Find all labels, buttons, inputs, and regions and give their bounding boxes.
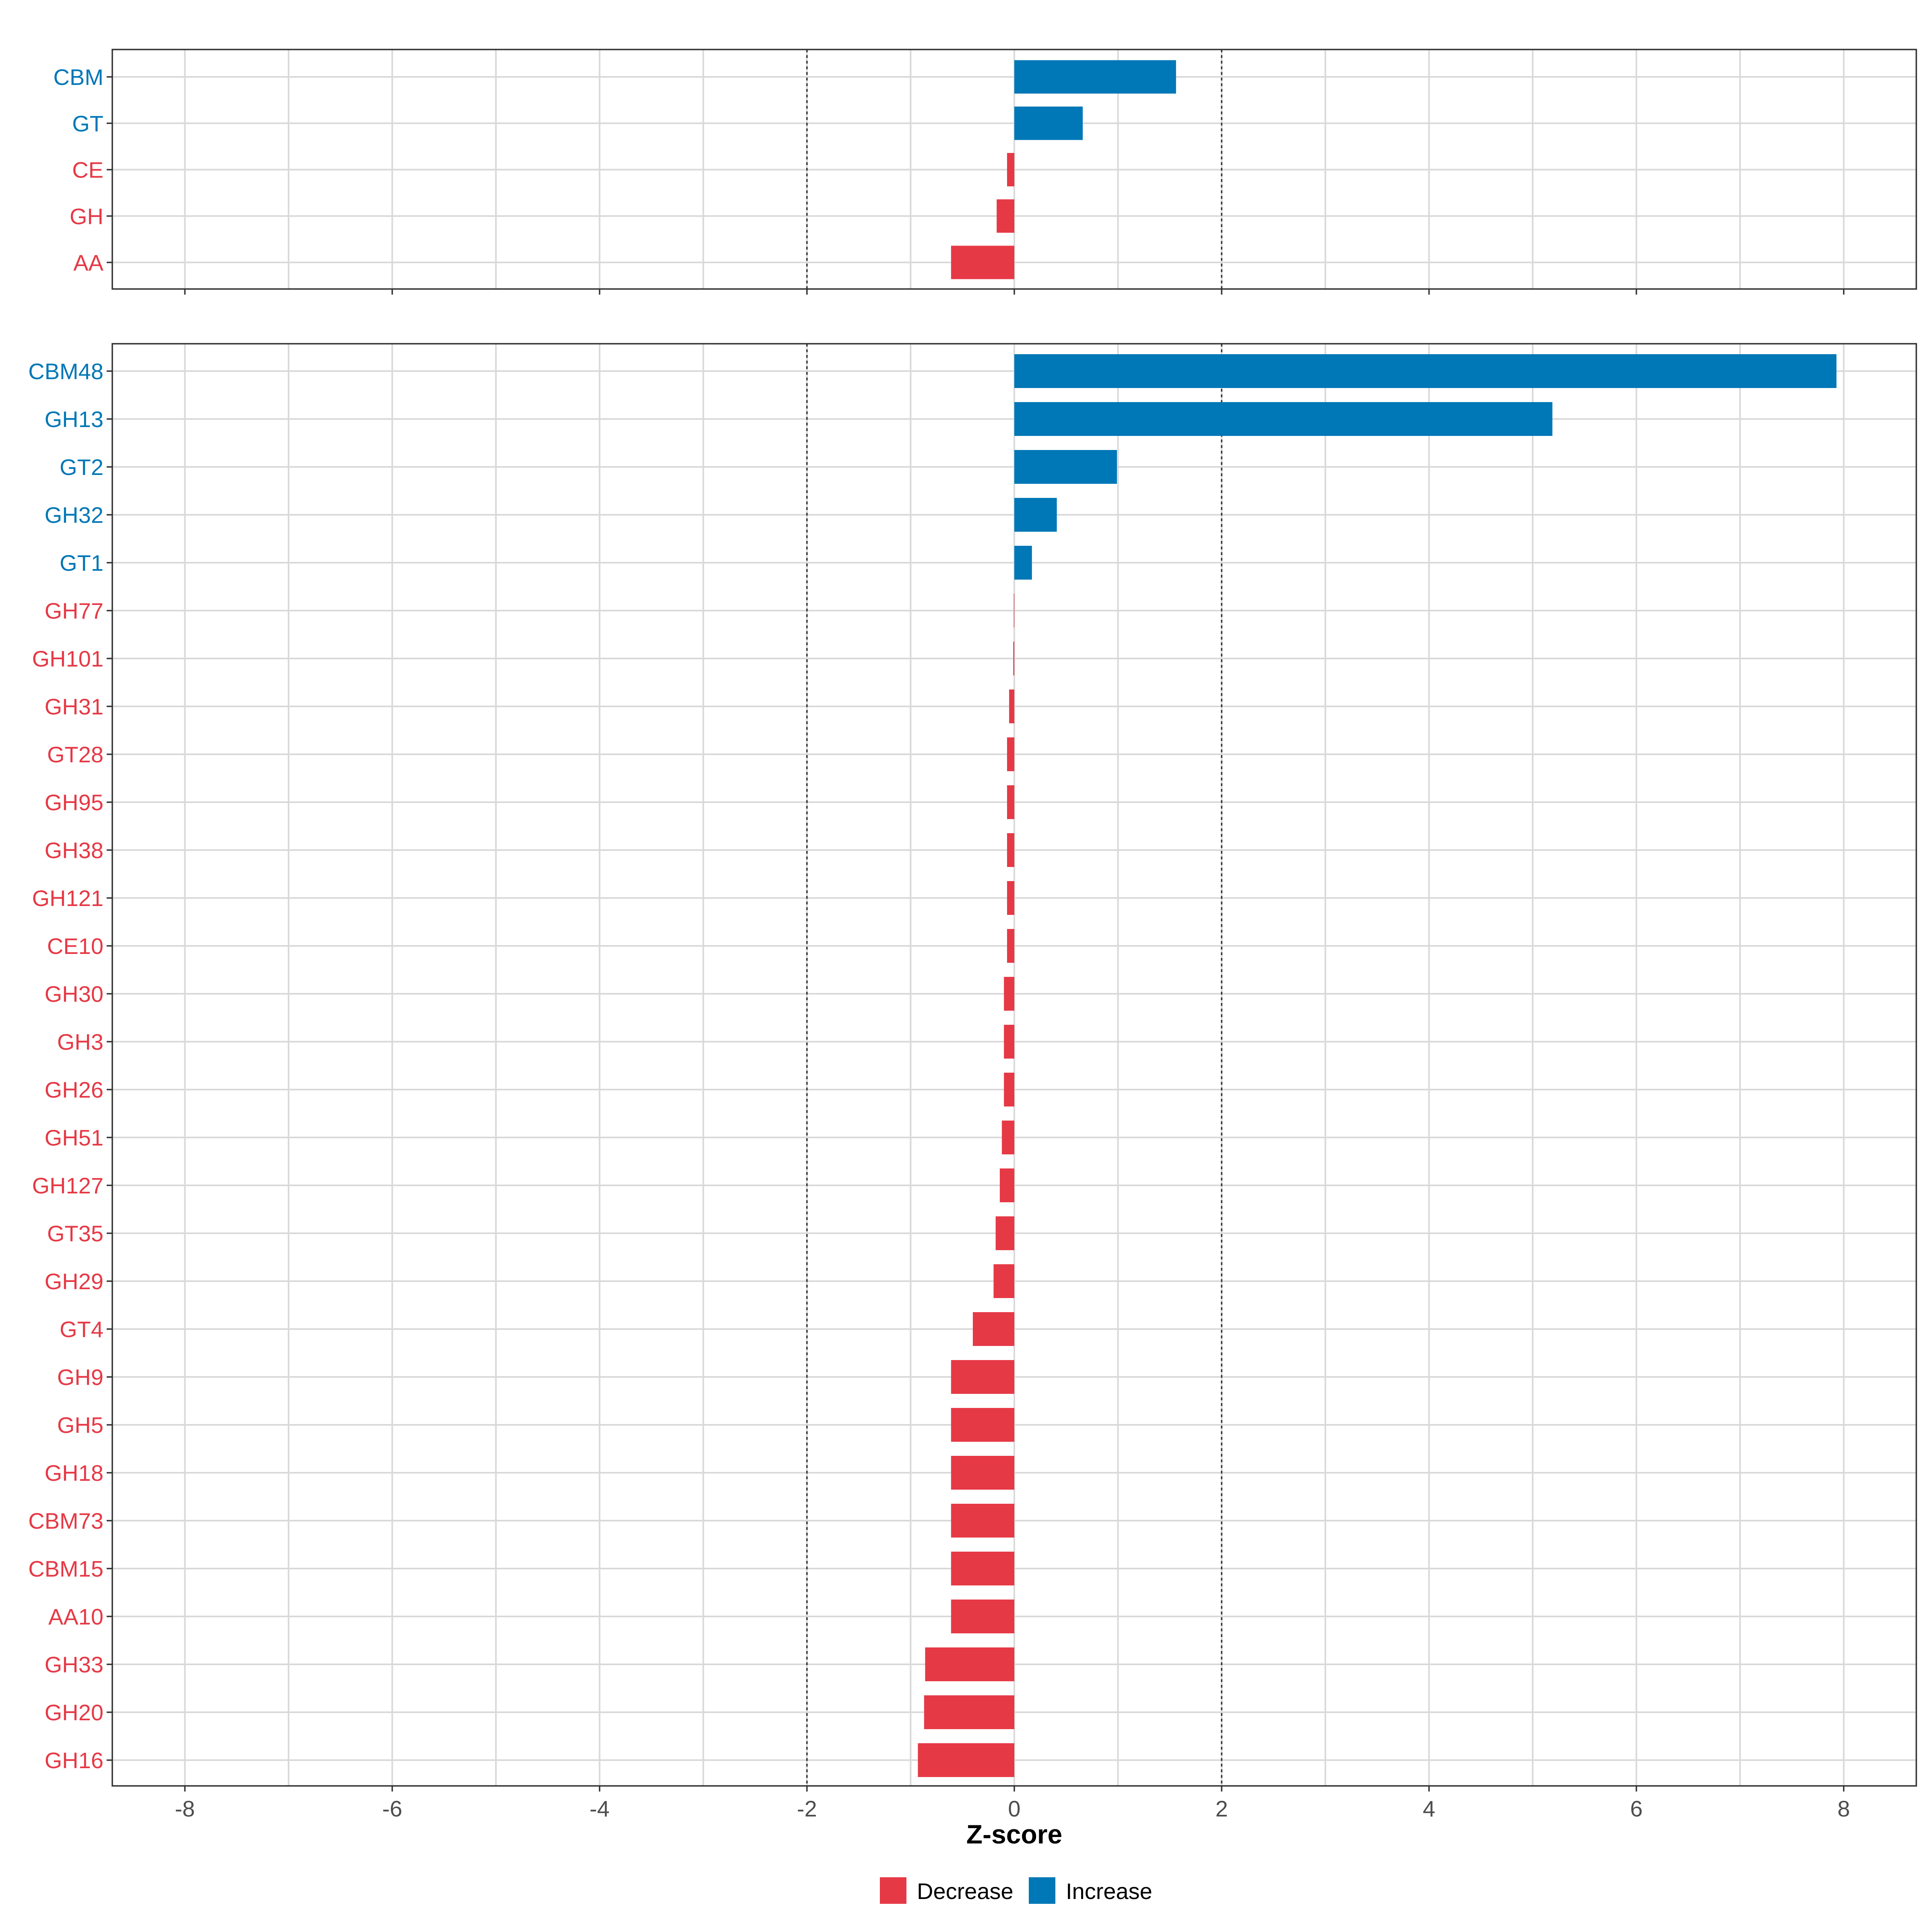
x-tick-label: -2 <box>797 1796 817 1821</box>
bar-GH16 <box>918 1743 1014 1777</box>
bar-GH13 <box>1014 402 1552 436</box>
category-label: GH29 <box>45 1269 103 1294</box>
category-label: GH13 <box>45 407 103 432</box>
category-label: GH3 <box>57 1029 103 1055</box>
bar-GT1 <box>1014 546 1032 580</box>
x-tick-label: -4 <box>590 1796 610 1821</box>
bar-GH20 <box>924 1695 1014 1729</box>
bar-GH95 <box>1007 785 1014 819</box>
bar-GH18 <box>951 1456 1014 1490</box>
x-tick-label: -6 <box>382 1796 402 1821</box>
category-label: GH31 <box>45 694 103 719</box>
bar-GH3 <box>1004 1025 1014 1059</box>
category-label: GH16 <box>45 1748 103 1773</box>
bar-CBM <box>1014 60 1176 94</box>
bar-CBM73 <box>951 1504 1014 1538</box>
category-label: GH32 <box>45 502 103 528</box>
legend-swatch-decrease <box>880 1877 906 1904</box>
category-label: CBM <box>54 64 103 90</box>
category-label: CBM48 <box>28 359 103 384</box>
x-tick-label: -8 <box>175 1796 195 1821</box>
panel-family: CBM48 GH13 GT2 GH32 GT1 GH77 GH101 GH31 GT28 GH95… <box>28 343 1917 1792</box>
legend-label-increase: Increase <box>1066 1878 1152 1904</box>
category-label: GH77 <box>45 598 103 623</box>
bar-GH26 <box>1004 1073 1014 1106</box>
bar-GH30 <box>1004 977 1014 1011</box>
category-label: CE <box>72 157 103 183</box>
category-label: GT4 <box>60 1317 103 1342</box>
category-label: GH38 <box>45 838 103 863</box>
bar-AA10 <box>951 1600 1014 1633</box>
category-label: CBM73 <box>28 1508 103 1534</box>
category-label: GT2 <box>60 454 103 480</box>
category-label: CE10 <box>47 933 103 959</box>
category-label: GH121 <box>32 886 103 911</box>
bar-GH31 <box>1009 689 1014 723</box>
bar-AA <box>951 246 1014 279</box>
x-tick-label: 6 <box>1630 1796 1643 1821</box>
x-tick-label: 8 <box>1837 1796 1850 1821</box>
category-label: GH20 <box>45 1700 103 1725</box>
bar-GH101 <box>1013 642 1014 675</box>
bar-GH9 <box>951 1360 1014 1394</box>
x-tick-label: 4 <box>1423 1796 1435 1821</box>
legend-swatch-increase <box>1029 1877 1055 1904</box>
x-axis: -8 -6 -4 -2 0 2 4 6 8 <box>175 1796 1850 1821</box>
bar-GH38 <box>1007 833 1014 867</box>
category-label: GT35 <box>47 1221 103 1246</box>
category-label: GH33 <box>45 1652 103 1677</box>
bar-GH32 <box>1014 498 1057 532</box>
panel-border <box>111 49 1917 290</box>
bar-GT2 <box>1014 450 1117 484</box>
bar-GT <box>1014 106 1083 140</box>
category-label: GH51 <box>45 1125 103 1150</box>
bar-GH121 <box>1007 881 1014 915</box>
category-label: GH30 <box>45 981 103 1007</box>
category-label: GH18 <box>45 1460 103 1486</box>
bar-CE <box>1007 153 1014 186</box>
bar-CBM15 <box>951 1552 1014 1585</box>
category-label: GH95 <box>45 790 103 815</box>
category-label: AA <box>73 250 103 275</box>
panel-class: CBM GT CE GH AA <box>54 49 1917 295</box>
bar-GH51 <box>1002 1121 1014 1154</box>
legend-label-decrease: Decrease <box>917 1878 1013 1904</box>
bar-GH127 <box>999 1168 1014 1202</box>
category-label: GT28 <box>47 742 103 767</box>
category-label: GH26 <box>45 1077 103 1102</box>
category-label: GT <box>72 111 103 136</box>
bar-CBM48 <box>1014 354 1837 388</box>
bar-GH33 <box>925 1647 1014 1681</box>
category-label: GH <box>70 204 103 229</box>
x-tick-label: 0 <box>1008 1796 1020 1821</box>
bar-GH <box>997 199 1014 233</box>
category-label: GH127 <box>32 1173 103 1198</box>
category-label: GT1 <box>60 550 103 576</box>
bar-GT35 <box>995 1216 1014 1250</box>
category-label: GH9 <box>57 1364 103 1390</box>
bar-GT28 <box>1007 737 1014 771</box>
bar-CE10 <box>1007 929 1014 963</box>
bar-GH29 <box>993 1264 1014 1298</box>
bar-GT4 <box>972 1312 1014 1346</box>
legend: Decrease Increase <box>880 1877 1152 1904</box>
x-axis-title: Z-score <box>966 1819 1062 1849</box>
category-label: CBM15 <box>28 1556 103 1581</box>
x-tick-label: 2 <box>1216 1796 1228 1821</box>
category-label: GH101 <box>32 646 103 671</box>
category-label: GH5 <box>57 1412 103 1438</box>
category-label: AA10 <box>48 1604 103 1629</box>
bar-GH5 <box>951 1408 1014 1442</box>
panel-border <box>111 343 1917 1787</box>
